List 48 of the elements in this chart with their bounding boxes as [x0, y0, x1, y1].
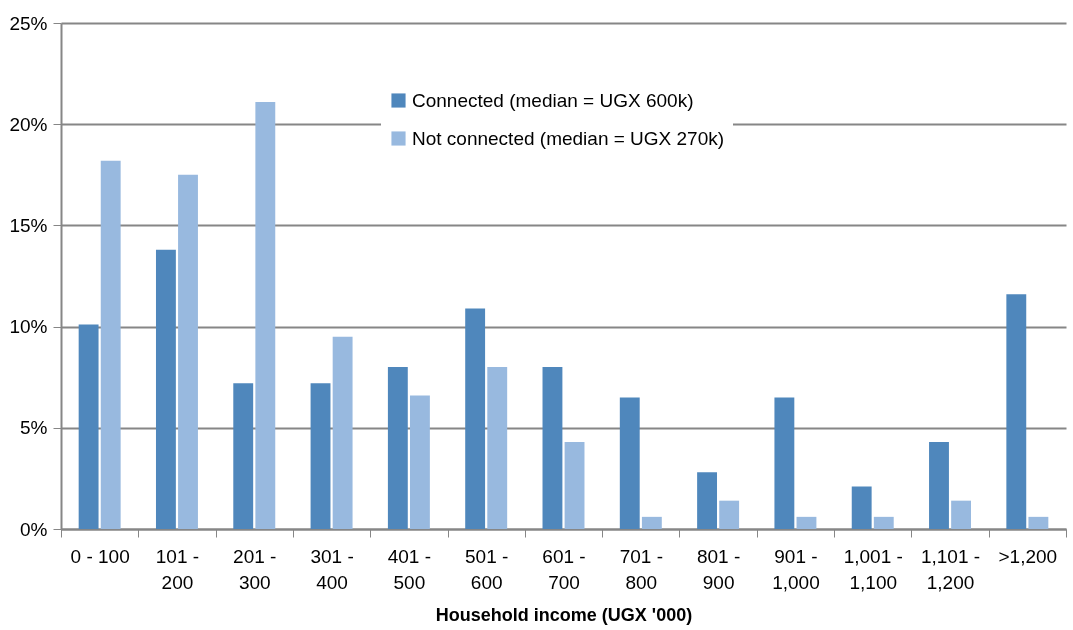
bar [796, 516, 817, 529]
bar [719, 500, 740, 529]
x-tick-label: 0 - 100 [70, 545, 130, 567]
bar [255, 101, 276, 529]
bar [951, 500, 972, 529]
bar [387, 367, 408, 529]
bar [409, 395, 430, 529]
x-tick-label: 201 - 300 [233, 545, 277, 593]
bar [78, 324, 99, 529]
x-tick-label: 101 - 200 [155, 545, 200, 593]
bar [619, 397, 640, 529]
bar [929, 441, 949, 529]
y-tick-label: 0% [20, 518, 48, 540]
bar [100, 160, 121, 529]
bar [774, 397, 795, 529]
bar [1028, 516, 1049, 529]
y-tick-label: 20% [9, 113, 48, 135]
bar [233, 383, 254, 529]
x-tick-label: 901 - 1,000 [772, 545, 820, 593]
bar [487, 367, 508, 529]
bar [332, 336, 353, 529]
x-tick-label: 501 - 600 [465, 545, 509, 593]
x-tick-label: 301 - 400 [310, 545, 354, 593]
bar [851, 486, 872, 529]
bar [641, 516, 662, 529]
bar [542, 367, 563, 529]
bar [465, 308, 486, 529]
y-tick-label: 25% [9, 12, 48, 34]
legend-label: Connected (median = UGX 600k) [412, 89, 694, 111]
bar [1006, 294, 1027, 529]
bar [155, 249, 176, 529]
bar [564, 441, 585, 529]
x-tick-label: >1,200 [998, 545, 1058, 567]
x-tick-label: 1,101 - 1,200 [920, 545, 981, 593]
bar [310, 383, 331, 529]
x-tick-label: 601 - 700 [542, 545, 586, 593]
x-tick-label: 801 - 900 [696, 545, 741, 593]
bar [697, 472, 718, 529]
y-tick-label: 5% [20, 417, 48, 439]
x-tick-label: 701 - 800 [619, 545, 663, 593]
x-axis-title: Household income (UGX '000) [435, 604, 693, 625]
legend-label: Not connected (median = UGX 270k) [412, 127, 725, 149]
bar [178, 174, 198, 529]
x-tick-label: 1,001 - 1,100 [843, 545, 903, 593]
y-tick-label: 10% [9, 316, 48, 338]
y-tick-label: 15% [9, 214, 48, 236]
x-tick-label: 401 - 500 [387, 545, 432, 593]
bar [873, 516, 894, 529]
